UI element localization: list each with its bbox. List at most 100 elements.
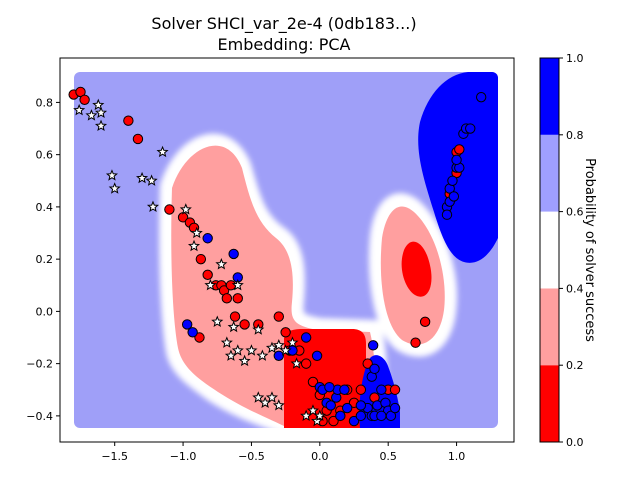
blue-point-marker <box>202 233 213 244</box>
star-marker <box>204 278 217 291</box>
blue-point-marker <box>341 402 353 414</box>
star-marker <box>231 344 244 356</box>
red-point-marker <box>328 415 339 427</box>
star-marker <box>227 320 240 333</box>
star-marker <box>231 278 244 291</box>
colorbar-tick-label: 1.0 <box>566 52 584 65</box>
blue-point-marker <box>369 363 380 375</box>
star-marker <box>290 357 303 369</box>
star-marker <box>187 239 201 252</box>
y-tick-label: −0.4 <box>26 410 53 423</box>
x-tick-label: −1.5 <box>101 450 128 463</box>
blue-point-marker <box>339 384 350 395</box>
star-marker <box>211 315 224 327</box>
blue-point-marker <box>187 327 198 338</box>
red-point-marker <box>355 384 367 395</box>
red-point-marker <box>123 115 134 126</box>
y-tick-label: 0.6 <box>36 149 54 162</box>
blue-point-marker <box>475 91 487 103</box>
star-marker <box>215 258 228 270</box>
colorbar-band <box>540 288 559 366</box>
star-marker <box>220 336 233 348</box>
star-marker <box>94 106 108 118</box>
red-point-marker <box>229 311 241 322</box>
y-tick-label: 0.2 <box>36 253 54 266</box>
star-marker <box>265 391 278 403</box>
star-marker <box>306 404 320 416</box>
blue-point-marker <box>441 209 453 220</box>
x-tick-label: −1.0 <box>170 450 197 463</box>
x-axis: −1.5 −1.0 −0.5 0.0 0.5 1.0 <box>101 442 465 463</box>
chart-title: Solver SHCI_var_2e-4 (0db183...) <box>151 14 416 34</box>
star-marker <box>108 182 121 194</box>
star-marker <box>85 109 98 121</box>
blue-point-marker <box>300 332 312 343</box>
red-point-marker <box>419 316 431 328</box>
star-marker <box>145 174 158 186</box>
star-marker <box>238 354 251 367</box>
star-marker <box>279 344 292 356</box>
red-point-marker <box>273 311 284 322</box>
red-point-marker <box>194 332 205 343</box>
blue-point-marker <box>355 410 367 422</box>
star-marker <box>256 349 269 361</box>
star-marker <box>272 399 285 411</box>
x-tick-label: 0.0 <box>311 450 329 463</box>
star-marker <box>252 391 265 403</box>
star-marker <box>92 98 105 111</box>
red-point-marker <box>300 358 312 369</box>
star-marker <box>313 409 326 422</box>
colorbar-band <box>540 58 559 135</box>
blue-point-marker <box>325 400 336 411</box>
blue-point-marker <box>448 191 460 202</box>
red-point-marker <box>195 253 207 265</box>
blue-point-marker <box>465 123 476 134</box>
star-marker <box>156 145 169 158</box>
red-point-marker <box>164 204 175 215</box>
colorbar-ticks: 0.0 0.2 0.4 0.6 0.8 1.0 <box>559 52 584 449</box>
blue-point-marker <box>447 175 458 186</box>
star-marker <box>245 344 258 356</box>
blue-point-marker <box>355 400 367 411</box>
colorbar-tick-label: 0.0 <box>566 436 584 449</box>
star-marker <box>272 339 285 351</box>
colorbar-band <box>540 365 559 442</box>
star-marker <box>265 341 278 354</box>
y-tick-label: 0.4 <box>36 201 54 214</box>
blue-point-marker <box>181 319 193 330</box>
blue-point-marker <box>335 410 346 422</box>
colorbar: 0.0 0.2 0.4 0.6 0.8 1.0 Probability of solver… <box>539 52 597 449</box>
red-point-marker <box>280 327 291 338</box>
red-point-marker <box>362 358 373 369</box>
red-point-marker <box>389 384 401 395</box>
colorbar-band <box>540 134 559 212</box>
y-tick-label: 0.8 <box>36 96 54 109</box>
colorbar-tick-label: 0.6 <box>566 206 584 219</box>
star-marker <box>179 203 192 215</box>
star-marker <box>136 171 149 184</box>
star-marker <box>94 119 108 132</box>
red-point-marker <box>202 269 213 281</box>
blue-point-marker <box>367 340 379 351</box>
red-point-marker <box>232 293 243 304</box>
blue-point-marker <box>451 154 462 166</box>
red-point-marker <box>239 319 250 330</box>
blue-point-marker <box>376 384 387 395</box>
blue-point-marker <box>324 381 335 393</box>
colorbar-band <box>540 211 559 289</box>
plot-area: −1.5 −1.0 −0.5 0.0 0.5 1.0 −0.4 −0.2 0.0 0.2 0.4 0… <box>26 57 515 463</box>
star-marker <box>252 323 265 335</box>
y-tick-label: −0.2 <box>26 358 53 371</box>
red-point-marker <box>79 94 90 105</box>
x-tick-label: 1.0 <box>448 450 466 463</box>
map-red-region-right <box>401 241 432 297</box>
star-marker <box>190 226 203 239</box>
colorbar-tick-label: 0.4 <box>566 282 584 295</box>
red-point-marker <box>132 133 144 145</box>
blue-point-marker <box>311 350 323 361</box>
blue-point-marker <box>228 248 239 260</box>
y-tick-label: 0.0 <box>36 305 54 318</box>
blue-point-marker <box>348 415 360 427</box>
